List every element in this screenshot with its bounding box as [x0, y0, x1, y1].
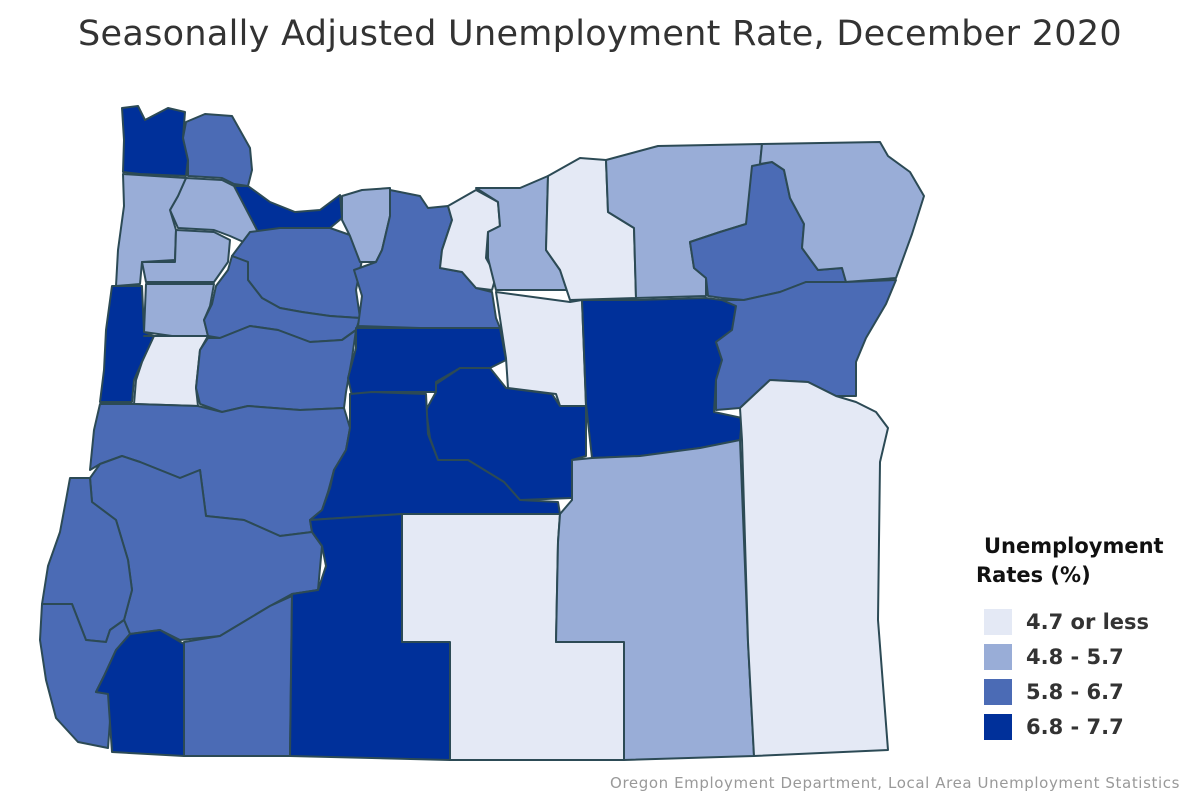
county-jefferson[interactable]: Jefferson — [347, 327, 507, 397]
map-legend: Unemployment Rates (%) 4.7 or less 4.8 -… — [976, 532, 1191, 744]
legend-label: 5.8 - 6.7 — [1026, 679, 1124, 704]
legend-title: Unemployment Rates (%) — [976, 532, 1191, 590]
legend-swatch — [984, 643, 1012, 670]
county-linn[interactable]: Linn — [195, 325, 357, 413]
county-clatsop[interactable]: Clatsop — [121, 105, 189, 177]
legend-label: 6.8 - 7.7 — [1026, 714, 1124, 739]
county-malheur[interactable]: Malheur — [739, 379, 889, 757]
legend-label: 4.7 or less — [1026, 609, 1150, 634]
county-deschutes[interactable]: Deschutes — [309, 391, 561, 521]
map-title: Seasonally Adjusted Unemployment Rate, D… — [78, 14, 1122, 54]
source-credit: Oregon Employment Department, Local Area… — [610, 774, 1180, 792]
county-harney[interactable]: Harney — [555, 439, 755, 761]
county-josephine[interactable]: Josephine — [95, 629, 185, 757]
legend-swatch — [984, 608, 1012, 635]
county-polk[interactable]: Polk — [143, 283, 215, 339]
county-lincoln[interactable]: Lincoln — [99, 285, 155, 403]
legend-label: 4.8 - 5.7 — [1026, 644, 1124, 669]
legend-title-line1: Unemployment — [984, 534, 1164, 558]
legend-swatch — [984, 678, 1012, 705]
legend-item[interactable]: 5.8 - 6.7 — [984, 674, 1191, 709]
legend-title-line2: Rates (%) — [976, 563, 1091, 587]
legend-item[interactable]: 6.8 - 7.7 — [984, 709, 1191, 744]
legend-item[interactable]: 4.7 or less — [984, 604, 1191, 639]
legend-swatch — [984, 713, 1012, 740]
county-yamhill[interactable]: Yamhill — [141, 229, 231, 283]
legend-items: 4.7 or less 4.8 - 5.7 5.8 - 6.7 6.8 - 7.… — [976, 604, 1191, 744]
county-jackson[interactable]: Jackson — [183, 595, 293, 757]
legend-item[interactable]: 4.8 - 5.7 — [984, 639, 1191, 674]
county-wallowa[interactable]: Wallowa — [759, 141, 925, 283]
county-columbia[interactable]: Columbia — [182, 113, 253, 187]
